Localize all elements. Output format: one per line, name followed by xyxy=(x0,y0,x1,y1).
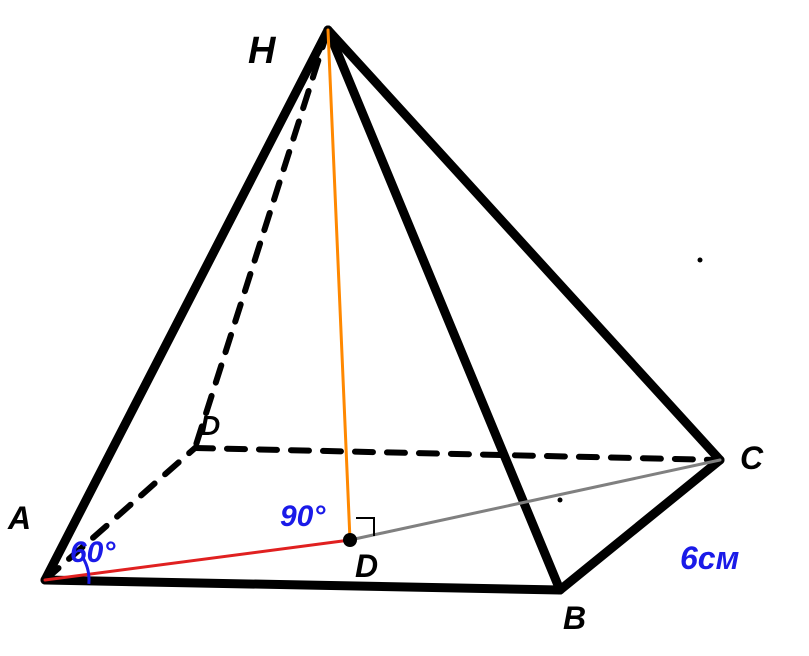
label-C: C xyxy=(740,440,763,477)
hidden-edges xyxy=(45,30,720,580)
label-A: A xyxy=(8,500,31,537)
angle-markers xyxy=(83,258,702,584)
label-angle-90: 90° xyxy=(280,500,325,534)
label-Dback: D xyxy=(200,410,220,442)
label-dim-6cm: 6см xyxy=(680,540,739,577)
altitude-line xyxy=(328,30,350,540)
label-H: H xyxy=(248,30,275,73)
label-B: B xyxy=(563,600,586,637)
label-D: D xyxy=(355,548,378,585)
diagonals xyxy=(45,460,720,580)
solid-edges xyxy=(45,30,720,590)
label-angle-60: 60° xyxy=(70,536,115,570)
